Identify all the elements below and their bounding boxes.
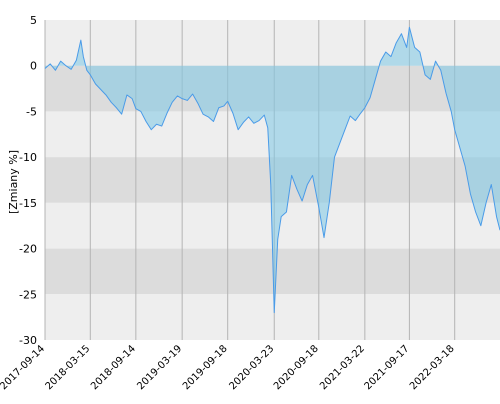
y-tick-label: -25: [19, 288, 37, 301]
y-axis-label: [Zmiany %]: [7, 150, 20, 214]
x-tick-label: 2021-09-17: [363, 343, 412, 392]
x-tick-label: 2022-03-18: [408, 343, 457, 392]
series-line: [44, 26, 500, 314]
y-tick-label: -15: [19, 197, 37, 210]
x-tick-label: 2019-03-19: [135, 343, 184, 392]
y-axis: 5 0 -5 -10 -15 -20 -25 -30: [19, 14, 37, 347]
background-band: [45, 20, 500, 66]
x-tick-label: 2019-09-18: [181, 343, 230, 392]
y-tick-label: -5: [26, 105, 37, 118]
y-tick-label: -30: [19, 334, 37, 347]
background-band: [45, 294, 500, 340]
series-area: [45, 27, 500, 313]
x-tick-label: 2021-03-22: [318, 343, 367, 392]
x-tick-label: 2018-03-15: [44, 343, 93, 392]
y-tick-label: -20: [19, 243, 37, 256]
plot-area: [44, 26, 500, 314]
x-axis: 2017-09-142018-03-152018-09-142019-03-19…: [0, 343, 457, 392]
x-tick-label: 2018-09-14: [89, 343, 138, 392]
x-tick-label: 2020-03-23: [227, 343, 276, 392]
y-tick-label: -10: [19, 151, 37, 164]
y-tick-label: 0: [30, 60, 37, 73]
y-tick-label: 5: [30, 14, 37, 27]
x-tick-label: 2020-09-18: [272, 343, 321, 392]
x-tick-label: 2017-09-14: [0, 343, 47, 392]
